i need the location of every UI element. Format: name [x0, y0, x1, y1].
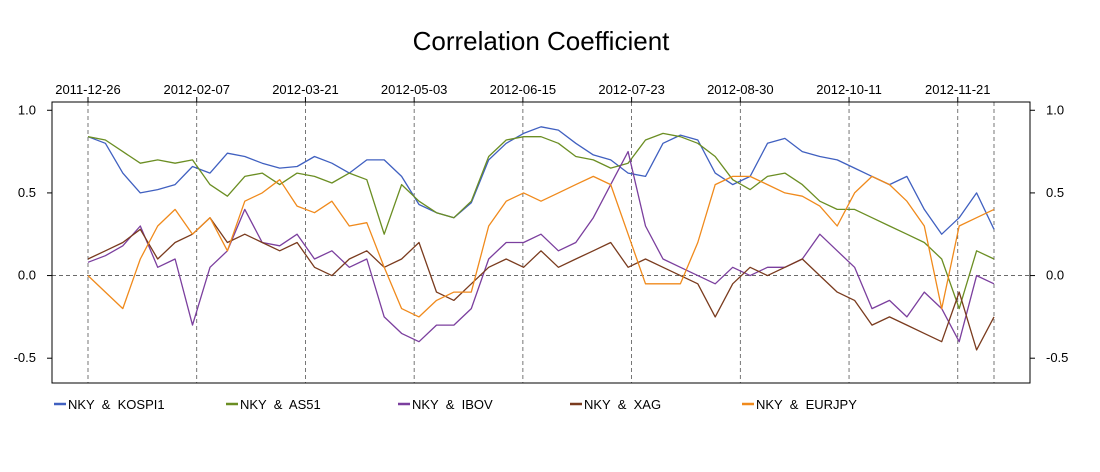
legend: NKY & KOSPI1 NKY & AS51 NKY & IBOV NKY & XA…: [54, 397, 857, 412]
series-line: [87, 132, 995, 310]
series-line: [87, 126, 995, 235]
x-tick-label: 2012-08-30: [707, 82, 774, 97]
legend-label: NKY & KOSPI1: [68, 397, 165, 412]
legend-label: NKY & XAG: [584, 397, 661, 412]
chart-title: Correlation Coefficient: [413, 26, 671, 56]
x-tick-label: 2012-07-23: [598, 82, 665, 97]
y-tick-label-right: 0.0: [1046, 268, 1064, 283]
x-tick-label: 2012-05-03: [381, 82, 448, 97]
legend-label: NKY & IBOV: [412, 397, 493, 412]
y-tick-label-left: 1.0: [18, 102, 36, 117]
y-tick-label-right: -0.5: [1046, 350, 1068, 365]
y-tick-label-right: 1.0: [1046, 102, 1064, 117]
grid-lines: [52, 102, 1030, 383]
x-tick-label: 2012-02-07: [163, 82, 230, 97]
x-tick-label: 2012-10-11: [816, 82, 882, 97]
x-tick-label: 2012-03-21: [272, 82, 339, 97]
y-tick-label-left: 0.0: [18, 268, 36, 283]
legend-label: NKY & EURJPY: [756, 397, 857, 412]
series-line: [87, 175, 995, 318]
x-tick-label: 2011-12-26: [55, 82, 121, 97]
y-tick-label-left: 0.5: [18, 185, 36, 200]
y-tick-label-right: 0.5: [1046, 185, 1064, 200]
x-tick-label: 2012-11-21: [925, 82, 991, 97]
plot-frame: [51, 101, 1031, 384]
series-line: [87, 217, 995, 351]
y-tick-label-left: -0.5: [14, 350, 36, 365]
series-line: [87, 150, 995, 343]
axes: 2011-12-26 2012-02-07 2012-03-21 2012-05-03…: [14, 82, 1069, 365]
legend-label: NKY & AS51: [240, 397, 321, 412]
series-layer: [87, 126, 995, 351]
x-tick-label: 2012-06-15: [490, 82, 557, 97]
